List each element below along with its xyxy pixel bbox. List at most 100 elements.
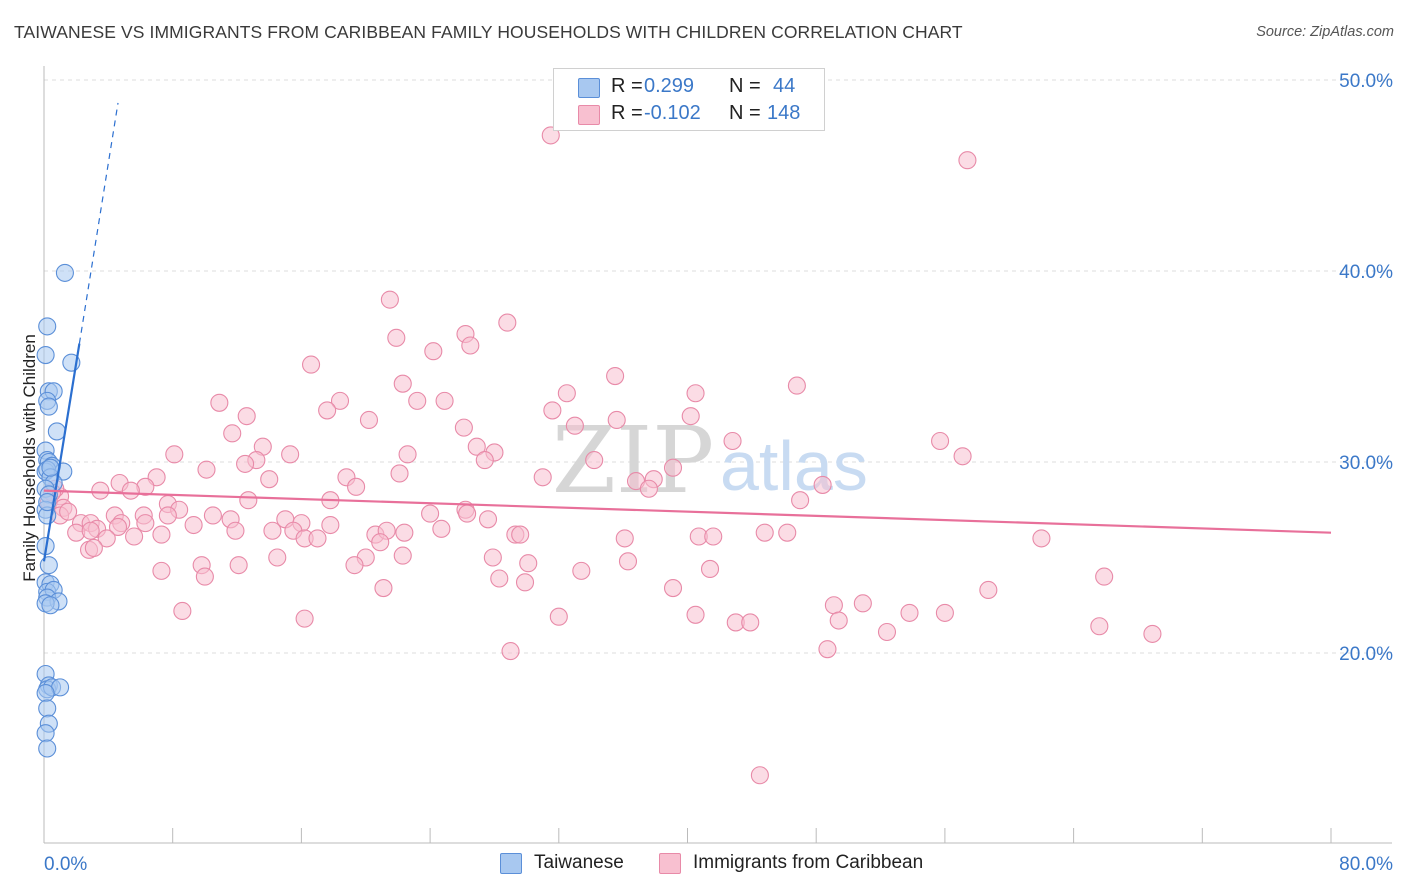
stats-row-taiwanese: R = 0.299 N = 44 [554,74,824,101]
data-point [36,724,55,743]
data-point [38,739,57,758]
data-point [549,607,568,626]
data-point [585,451,604,470]
data-point [268,548,287,567]
data-point [501,642,520,661]
legend-label-caribbean: Immigrants from Caribbean [693,852,924,873]
data-point [1095,567,1114,586]
data-point [931,431,950,451]
data-point [108,517,128,536]
data-point [125,527,144,546]
data-point [393,374,412,393]
series-taiwanese [36,263,81,758]
data-point [778,523,797,542]
data-point [663,458,683,477]
data-point [813,475,832,494]
chart-title: TAIWANESE VS IMMIGRANTS FROM CARIBBEAN F… [14,22,963,42]
data-point [387,328,406,347]
data-point [390,464,409,483]
data-point [824,596,843,615]
data-point [210,393,229,412]
stats-legend: R = 0.299 N = 44 R = -0.102 N = 148 [553,68,825,131]
data-point [302,355,321,374]
data-point [81,521,100,540]
trend-line-caribbean [43,489,1332,534]
data-point [36,684,55,703]
data-point [395,523,414,542]
data-point [97,529,116,548]
data-point [935,603,954,622]
data-point [681,407,700,426]
data-point [979,580,998,600]
tick-labels: 20.0% 30.0% 40.0% 50.0% 0.0% 80.0% [44,71,1393,875]
data-point [475,451,494,470]
data-point [741,613,760,632]
data-point [47,422,66,441]
data-point [421,504,440,523]
watermark: ZIP atlas [552,407,868,514]
legend-swatch-taiwanese [500,853,522,874]
data-point [424,342,443,361]
legend-label-taiwanese: Taiwanese [534,852,624,873]
data-point [347,477,366,496]
data-point [158,506,177,525]
data-point [281,445,300,464]
x-tick-label: 0.0% [44,854,87,875]
data-point [308,529,327,548]
data-point [121,481,140,500]
data-point [321,515,340,535]
data-point [432,519,451,538]
data-point [454,418,473,437]
data-point [184,515,203,535]
data-point [398,445,417,464]
data-point [152,561,171,580]
data-point [818,640,837,659]
n-value: 44 [773,75,796,97]
data-point [84,538,103,558]
data-point [704,527,723,546]
data-point [533,468,552,487]
trend-line-taiwanese-extension [78,102,119,344]
data-point [543,401,562,420]
y-tick-label: 30.0% [1339,453,1393,474]
r-value: 0.299 [644,75,695,97]
data-point [498,313,517,332]
data-point [318,401,337,420]
data-point [467,437,486,456]
r-label: R = [611,102,643,124]
data-point [787,376,806,395]
data-point [639,479,658,498]
y-tick-label: 40.0% [1339,262,1393,283]
r-value: -0.102 [644,102,701,124]
data-point [173,601,192,621]
data-point [91,481,110,500]
y-tick-label: 50.0% [1339,71,1393,92]
data-point [59,502,78,521]
n-label: N = [729,102,761,124]
data-point [663,579,683,598]
data-point [195,567,214,586]
data-point [38,493,57,512]
y-tick-label: 20.0% [1339,644,1393,665]
data-point [1143,624,1162,643]
data-point [226,521,245,540]
axes [43,66,1392,844]
legend-swatch-caribbean [659,853,681,874]
data-point [435,391,454,410]
data-point [38,317,57,336]
legend-swatch-taiwanese [578,78,600,98]
data-point [483,548,502,567]
data-point [393,546,412,565]
data-point [458,504,477,523]
data-point [295,609,314,628]
data-point [606,366,625,386]
data-point [607,410,626,430]
data-point [829,611,848,630]
data-point [853,594,872,613]
data-point [686,605,705,624]
data-point [39,397,58,416]
source-label: Source: ZipAtlas.com [1256,24,1394,40]
data-point [408,391,427,410]
data-point [958,151,977,170]
